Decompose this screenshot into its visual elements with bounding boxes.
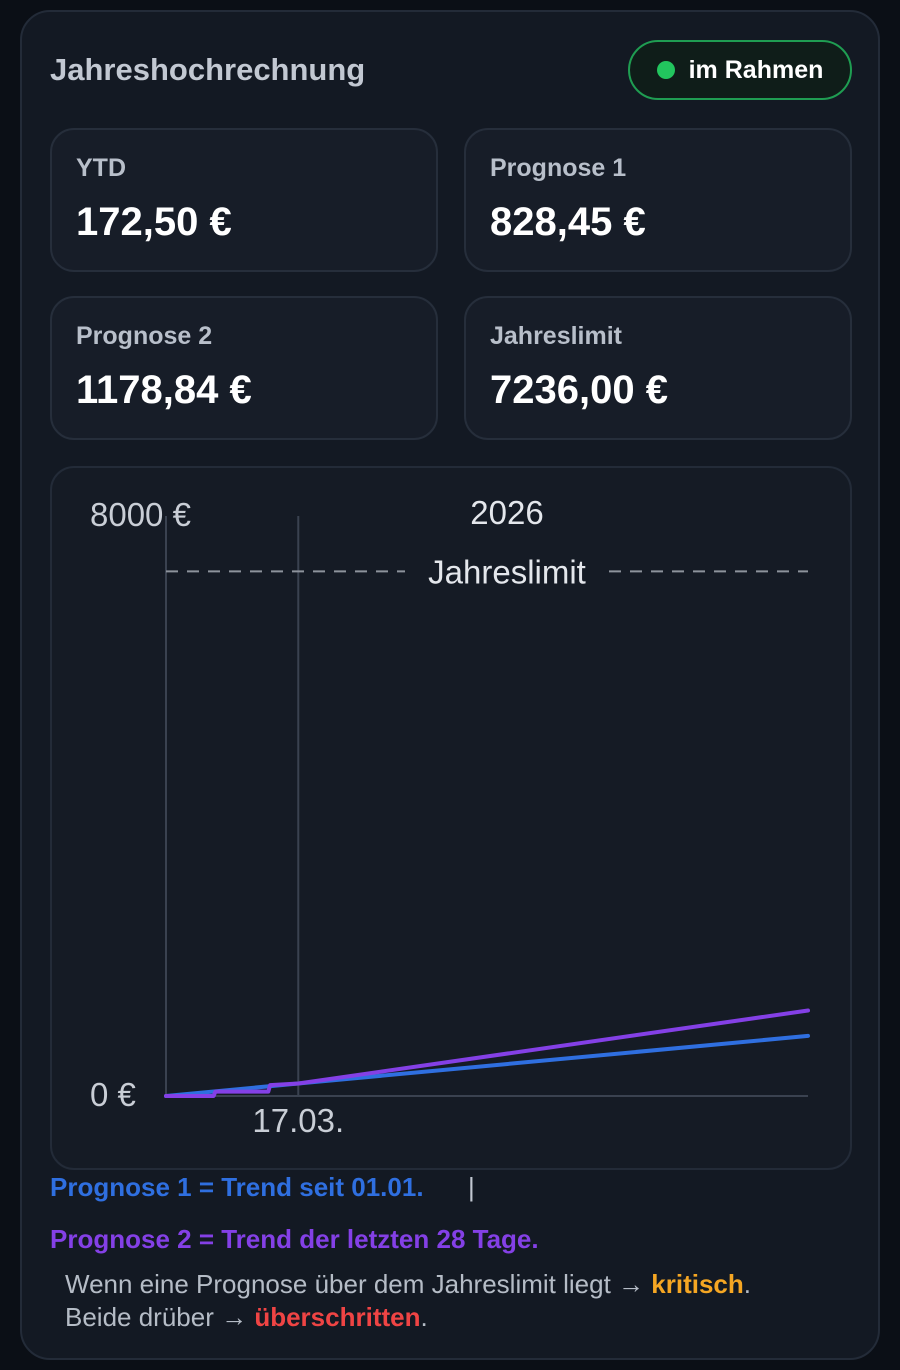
y-tick-label-max: 8000 € [90, 496, 191, 533]
ytd-value: 172,50 € [76, 200, 232, 244]
note-text-4: . [420, 1302, 428, 1332]
legend-prognose1: Prognose 1 = Trend seit 01.01. [50, 1172, 424, 1202]
ytd-label: YTD [76, 154, 126, 182]
prognose1-card: Prognose 1 828,45 € [464, 128, 852, 272]
status-badge: im Rahmen [628, 40, 852, 100]
series-line-2 [164, 1008, 810, 1098]
y-tick-label-zero: 0 € [90, 1076, 136, 1113]
note-exceeded: überschritten [254, 1302, 421, 1332]
status-badge-label: im Rahmen [688, 55, 824, 84]
note-text-3: Beide drüber → [65, 1302, 255, 1332]
jahreslimit-label: Jahreslimit [490, 322, 623, 350]
prognose2-label: Prognose 2 [76, 322, 213, 350]
panel-title: Jahreshochrechnung [50, 52, 366, 87]
forecast-panel: Jahreshochrechnung im Rahmen YTD 172,50 … [20, 10, 880, 1360]
status-note: Wenn eine Prognose über dem Jahreslimit … [65, 1268, 845, 1334]
jahreslimit-card: Jahreslimit 7236,00 € [464, 296, 852, 440]
note-text-2: . [743, 1269, 751, 1299]
series-line-1 [164, 1033, 810, 1098]
legend-prognose2: Prognose 2 = Trend der letzten 28 Tage. [50, 1224, 539, 1254]
forecast-chart-svg: 17.03. Jahreslimit 2026 8000 € 0 € [90, 494, 810, 1139]
note-critical: kritisch [651, 1269, 744, 1299]
prognose2-card: Prognose 2 1178,84 € [50, 296, 438, 440]
chart-title: 2026 [470, 494, 543, 531]
jahreslimit-value: 7236,00 € [490, 368, 668, 412]
prognose1-value: 828,45 € [490, 200, 646, 244]
prognose1-label: Prognose 1 [490, 154, 627, 182]
legend-separator: | [468, 1172, 475, 1202]
ytd-card: YTD 172,50 € [50, 128, 438, 272]
today-marker-label: 17.03. [252, 1102, 344, 1139]
prognose2-value: 1178,84 € [76, 368, 252, 412]
limit-label: Jahreslimit [428, 553, 586, 590]
status-dot-icon [656, 61, 675, 79]
note-text-1: Wenn eine Prognose über dem Jahreslimit … [65, 1269, 652, 1299]
forecast-chart: 17.03. Jahreslimit 2026 8000 € 0 € [50, 466, 852, 1170]
